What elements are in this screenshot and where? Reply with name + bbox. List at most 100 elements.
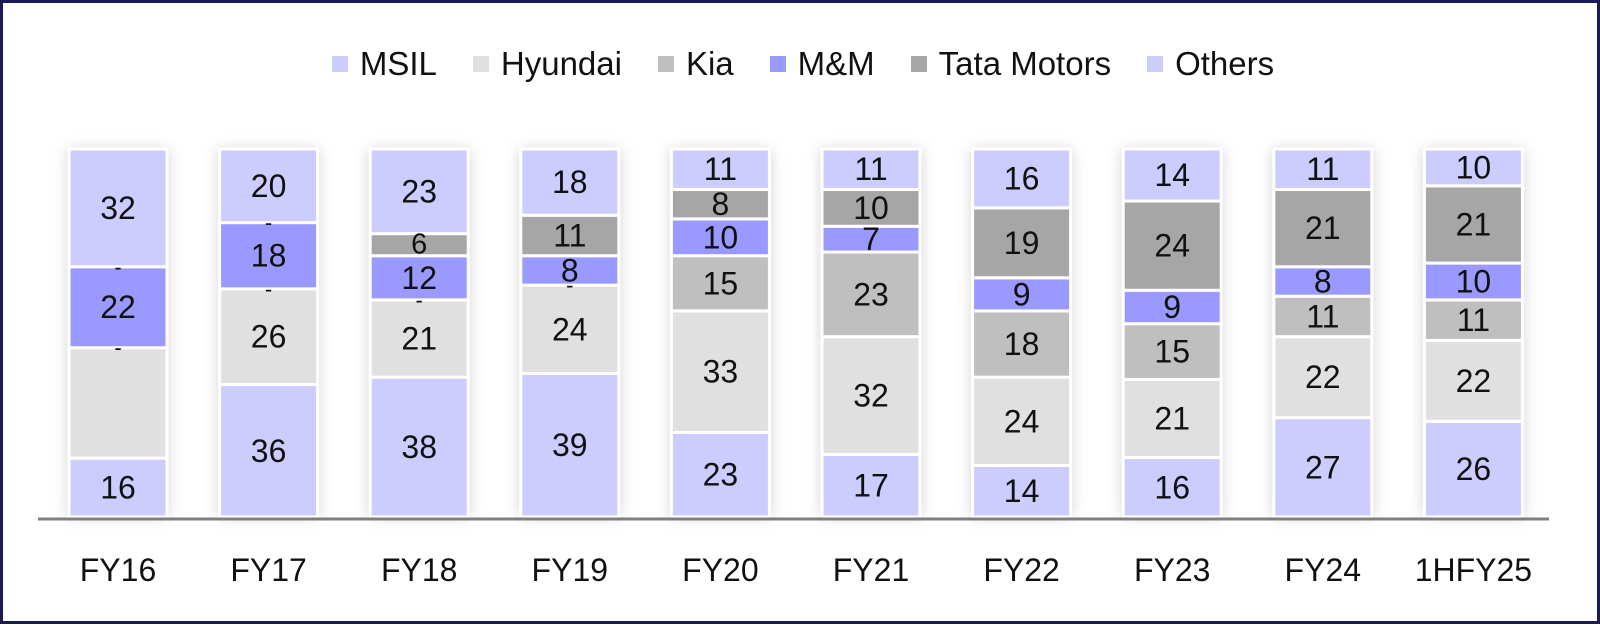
x-tick-label-fy24: FY24 (1285, 552, 1361, 588)
data-label-mandm-fy16: 22 (100, 289, 136, 325)
bar-msil-fy24 (1272, 416, 1374, 519)
data-label-msil-1hfy25: 26 (1456, 451, 1492, 487)
data-label-kia-fy24: 11 (1306, 298, 1339, 334)
data-label-mandm-fy20: 10 (703, 219, 739, 255)
legend-swatch (472, 56, 489, 72)
data-label-msil-fy21: 17 (853, 468, 889, 504)
bar-others-fy24 (1272, 147, 1374, 191)
data-label-kia-fy18: - (416, 287, 423, 312)
data-label-hyundai-fy20: 33 (703, 354, 739, 390)
bar-hyundai-fy16 (67, 346, 169, 460)
data-label-others-fy21: 11 (854, 151, 887, 187)
legend-item-tata-motors: Tata Motors (910, 45, 1111, 83)
bar-hyundai-fy22 (971, 375, 1073, 467)
data-label-tata-motors-1hfy25: 21 (1456, 206, 1492, 242)
chart-legend: MSIL Hyundai Kia M&M Tata Motors Others (3, 39, 1600, 89)
legend-label: Kia (685, 45, 734, 82)
data-label-mandm-1hfy25: 10 (1456, 263, 1492, 299)
data-label-kia-fy19: - (566, 273, 573, 298)
data-label-hyundai-fy23: 21 (1154, 400, 1190, 436)
bar-others-fy20 (669, 147, 771, 191)
data-label-mandm-fy17: 18 (251, 238, 287, 274)
legend-item-others: Others (1147, 45, 1274, 83)
bar-others-fy17 (218, 147, 320, 225)
data-label-kia-1hfy25: 11 (1457, 302, 1490, 338)
bar-mandm-fy16 (67, 265, 169, 350)
data-labels: 16-22-323626-18-203821-126233924-8111823… (100, 149, 1491, 509)
legend-label: Hyundai (500, 45, 622, 82)
data-label-msil-fy20: 23 (703, 457, 739, 493)
legend-swatch (1147, 56, 1164, 72)
data-label-hyundai-fy24: 22 (1305, 359, 1341, 395)
data-label-others-fy20: 11 (704, 151, 737, 187)
data-label-others-fy19: 18 (552, 164, 588, 200)
data-label-msil-fy16: 16 (100, 470, 136, 506)
data-label-hyundai-fy19: 24 (552, 311, 588, 347)
x-tick-label-fy20: FY20 (682, 552, 758, 588)
data-label-others-fy22: 16 (1004, 160, 1040, 196)
bar-others-fy16 (67, 147, 169, 269)
legend-label: Others (1175, 45, 1275, 82)
x-tick-label-fy17: FY17 (230, 552, 306, 588)
bar-tata-motors-fy22 (971, 206, 1073, 280)
data-label-tata-motors-fy24: 21 (1305, 210, 1341, 246)
bar-kia-1hfy25 (1422, 298, 1524, 342)
bar-segments (67, 147, 1524, 519)
data-label-tata-motors-fy17: - (265, 210, 272, 235)
bar-others-fy18 (368, 147, 470, 236)
data-label-hyundai-1hfy25: 22 (1456, 363, 1492, 399)
data-label-kia-fy22: 18 (1004, 326, 1040, 362)
data-label-tata-motors-fy16: - (114, 254, 121, 279)
legend-swatch (769, 56, 786, 72)
data-label-tata-motors-fy19: 11 (553, 217, 586, 253)
bar-tata-motors-fy19 (519, 213, 621, 258)
data-label-hyundai-fy17: 26 (251, 319, 287, 355)
legend-item-kia: Kia (657, 45, 734, 83)
legend-swatch (657, 56, 674, 72)
stacked-bar-chart: 16-22-323626-18-203821-126233924-8111823… (38, 147, 1549, 588)
data-label-others-fy23: 14 (1154, 157, 1190, 193)
data-label-others-fy16: 32 (100, 190, 136, 226)
data-label-tata-motors-fy18: 6 (411, 229, 427, 261)
x-axis-labels: FY16 FY17 FY18 FY19 FY20 FY21 FY22 FY23 FY24 1HFY… (80, 552, 1532, 588)
data-label-mandm-fy24: 8 (1314, 263, 1332, 299)
bar-tata-motors-1hfy25 (1422, 184, 1524, 265)
bar-hyundai-fy23 (1121, 377, 1223, 460)
bar-others-1hfy25 (1422, 147, 1524, 188)
bar-tata-motors-fy23 (1121, 199, 1223, 292)
legend-swatch (331, 56, 348, 72)
x-tick-label-fy23: FY23 (1134, 552, 1210, 588)
x-tick-label-fy19: FY19 (532, 552, 608, 588)
data-label-others-1hfy25: 10 (1456, 149, 1492, 185)
bar-others-fy21 (820, 147, 922, 191)
x-tick-label-fy18: FY18 (381, 552, 457, 588)
data-label-msil-fy22: 14 (1004, 473, 1040, 509)
bar-others-fy22 (971, 147, 1073, 210)
data-label-kia-fy23: 15 (1154, 334, 1190, 370)
data-label-tata-motors-fy21: 10 (853, 190, 889, 226)
bar-hyundai-fy18 (368, 298, 470, 379)
bar-others-fy23 (1121, 147, 1223, 203)
data-label-mandm-fy21: 7 (862, 221, 880, 257)
data-label-hyundai-fy18: 21 (401, 321, 437, 357)
data-label-kia-fy21: 23 (853, 276, 889, 312)
data-label-msil-fy19: 39 (552, 427, 588, 463)
x-tick-label-1hfy25: 1HFY25 (1415, 552, 1532, 588)
data-label-msil-fy24: 27 (1305, 449, 1341, 485)
bar-mandm-fy24 (1272, 265, 1374, 298)
legend-label: M&M (797, 45, 875, 82)
bar-msil-fy16 (67, 456, 169, 519)
legend-item-hyundai: Hyundai (472, 45, 622, 83)
data-label-others-fy17: 20 (251, 168, 287, 204)
data-label-others-fy24: 11 (1306, 151, 1339, 187)
data-label-msil-fy17: 36 (251, 433, 287, 469)
bar-mandm-fy19 (519, 254, 621, 287)
data-label-hyundai-fy21: 32 (853, 378, 889, 414)
legend-swatch (910, 56, 927, 72)
bar-mandm-fy18 (368, 254, 470, 302)
data-label-mandm-fy22: 9 (1013, 276, 1031, 312)
data-label-kia-fy17: - (265, 276, 272, 301)
legend-item-msil: MSIL (331, 45, 437, 83)
data-label-kia-fy16: - (114, 335, 121, 360)
